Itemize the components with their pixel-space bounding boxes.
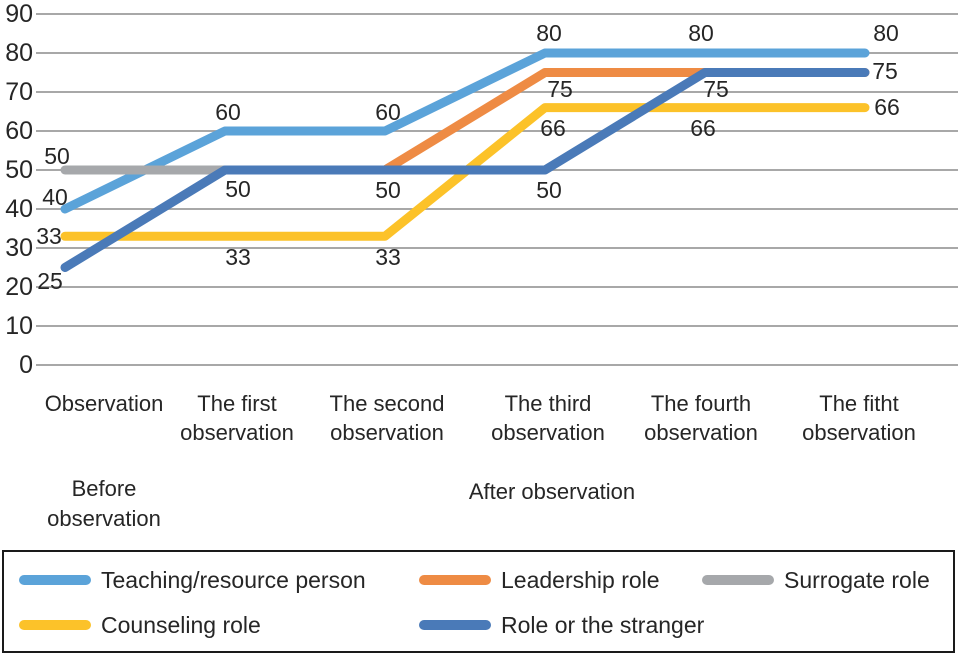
data-label: 50 (536, 177, 562, 203)
counseling-role-swatch (19, 620, 91, 630)
category-label-5: The fitht observation (802, 391, 916, 445)
data-label: 33 (375, 244, 401, 270)
data-label: 66 (874, 94, 900, 120)
legend-label: Surrogate role (784, 566, 930, 593)
data-label: 60 (215, 99, 241, 125)
data-label: 75 (547, 76, 573, 102)
legend-item-role-or-the-stranger: Role or the stranger (419, 611, 705, 638)
y-tick-label: 40 (5, 195, 33, 223)
y-tick-label: 0 (19, 351, 33, 379)
data-label: 33 (225, 244, 251, 270)
data-label: 80 (873, 20, 899, 46)
y-tick-label: 60 (5, 117, 33, 145)
legend-item-teaching-resource-person: Teaching/resource person (19, 566, 366, 593)
legend-item-surrogate-role: Surrogate role (702, 566, 930, 593)
series-line-4 (60, 68, 870, 272)
data-label: 50 (375, 177, 401, 203)
x-axis-group-label-after: After observation (468, 479, 636, 504)
data-label: 50 (44, 143, 70, 169)
legend-item-leadership-role: Leadership role (419, 566, 660, 593)
teaching-resource-person-swatch (19, 575, 91, 585)
data-label: 66 (540, 115, 566, 141)
y-tick-label: 20 (5, 273, 33, 301)
y-tick-label: 30 (5, 234, 33, 262)
y-tick-label: 50 (5, 156, 33, 184)
category-label-1: The first observation (180, 391, 294, 445)
data-label: 75 (872, 58, 898, 84)
data-label: 33 (36, 223, 62, 249)
data-label: 66 (690, 115, 716, 141)
role-or-the-stranger-swatch (419, 620, 491, 630)
leadership-role-swatch (419, 575, 491, 585)
legend-label: Teaching/resource person (101, 566, 366, 593)
legend-item-counseling-role: Counseling role (19, 611, 261, 638)
series-line-0 (60, 48, 870, 214)
data-label: 50 (225, 176, 251, 202)
data-label: 60 (375, 99, 401, 125)
x-axis-group-label-before: Before observation (47, 476, 161, 531)
legend-label: Counseling role (101, 611, 261, 638)
y-tick-label: 90 (5, 0, 33, 28)
legend-label: Leadership role (501, 566, 660, 593)
y-tick-label: 10 (5, 312, 33, 340)
legend-label: Role or the stranger (501, 611, 705, 638)
data-label: 40 (42, 184, 68, 210)
data-label: 80 (536, 20, 562, 46)
y-tick-label: 80 (5, 39, 33, 67)
category-label-4: The fourth observation (644, 391, 758, 445)
line-chart-plot: 9080706050403020100504033256050336050338… (5, 0, 958, 379)
surrogate-role-swatch (702, 575, 774, 585)
category-label-2: The second observation (329, 391, 445, 445)
data-label: 25 (37, 268, 63, 294)
category-label-0: Observation (44, 391, 164, 416)
data-label: 75 (703, 76, 729, 102)
y-tick-label: 70 (5, 78, 33, 106)
data-label: 80 (688, 20, 714, 46)
category-label-3: The third observation (491, 391, 605, 445)
legend-box: Teaching/resource person Leadership role… (2, 550, 955, 653)
